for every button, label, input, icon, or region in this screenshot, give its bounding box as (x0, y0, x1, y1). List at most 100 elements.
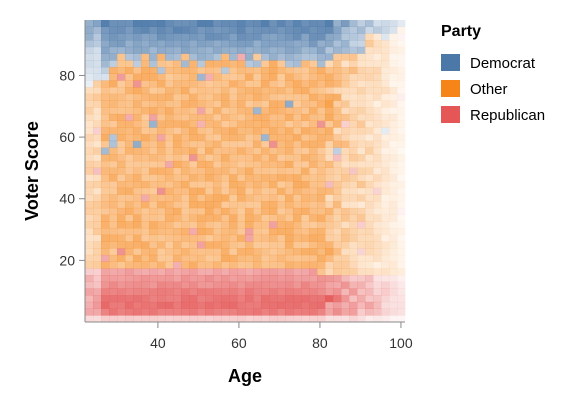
heatmap-cell (189, 241, 198, 249)
heatmap-cell (333, 53, 342, 61)
heatmap-cell (253, 315, 262, 323)
heatmap-cell (261, 107, 270, 115)
heatmap-cell (133, 181, 142, 189)
heatmap-cell (357, 194, 366, 202)
heatmap-cell (181, 187, 190, 195)
heatmap-cell (317, 174, 326, 182)
heatmap-cell (381, 154, 390, 162)
heatmap-cell (253, 268, 262, 276)
heatmap-cell (85, 53, 94, 61)
heatmap-cell (253, 228, 262, 236)
heatmap-cell (261, 80, 270, 88)
heatmap-cell (373, 315, 382, 323)
heatmap-cell (373, 308, 382, 316)
heatmap-cell (125, 308, 134, 316)
heatmap-cell (109, 254, 118, 262)
heatmap-cell (221, 147, 230, 155)
heatmap-cell (277, 315, 286, 323)
heatmap-cell (133, 26, 142, 34)
heatmap-cell (221, 248, 230, 256)
heatmap-cell (309, 80, 318, 88)
heatmap-cell (237, 53, 246, 61)
heatmap-cell (245, 33, 254, 41)
heatmap-cell (141, 221, 150, 229)
heatmap-cell (293, 261, 302, 269)
heatmap-cell (197, 134, 206, 142)
heatmap-cell (309, 261, 318, 269)
heatmap-cell (101, 241, 110, 249)
heatmap-cell (181, 194, 190, 202)
heatmap-cell (221, 275, 230, 283)
heatmap-cell (349, 174, 358, 182)
heatmap-cell (301, 66, 310, 74)
heatmap-cell (317, 248, 326, 256)
heatmap-cell (221, 187, 230, 195)
heatmap-cell (381, 40, 390, 48)
heatmap-cell (133, 221, 142, 229)
heatmap-cell (85, 113, 94, 121)
heatmap-cell (125, 127, 134, 135)
heatmap-cell (221, 174, 230, 182)
heatmap-cell (197, 127, 206, 135)
heatmap-cell (133, 66, 142, 74)
heatmap-cell (189, 40, 198, 48)
heatmap-cell (357, 87, 366, 95)
heatmap-cell (325, 33, 334, 41)
heatmap-cell (93, 301, 102, 309)
heatmap-cell (125, 187, 134, 195)
heatmap-cell (269, 315, 278, 323)
heatmap-cell (349, 248, 358, 256)
heatmap-cell (205, 268, 214, 276)
heatmap-cell (189, 221, 198, 229)
heatmap-cell (197, 66, 206, 74)
heatmap-cell (365, 288, 374, 296)
heatmap-cell (373, 147, 382, 155)
heatmap-cell (101, 221, 110, 229)
heatmap-cell (141, 214, 150, 222)
heatmap-cell (349, 53, 358, 61)
heatmap-cell (157, 214, 166, 222)
heatmap-cell (349, 268, 358, 276)
heatmap-cell (277, 20, 286, 28)
heatmap-cell (205, 66, 214, 74)
heatmap-cell (101, 73, 110, 81)
heatmap-cell (165, 87, 174, 95)
heatmap-cell (181, 127, 190, 135)
heatmap-cell (101, 160, 110, 168)
heatmap-cell (141, 281, 150, 289)
heatmap-cell (349, 127, 358, 135)
heatmap-cell (125, 194, 134, 202)
heatmap-cell (229, 315, 238, 323)
heatmap-cell (237, 87, 246, 95)
heatmap-cell (277, 221, 286, 229)
heatmap-cell (117, 120, 126, 128)
heatmap-cell (85, 187, 94, 195)
heatmap-cell (165, 147, 174, 155)
heatmap-cell (221, 201, 230, 209)
heatmap-cell (93, 174, 102, 182)
heatmap-cell (309, 46, 318, 54)
heatmap-cell (165, 80, 174, 88)
heatmap-cell (269, 107, 278, 115)
heatmap-cell (229, 261, 238, 269)
heatmap-cell (221, 46, 230, 54)
heatmap-cell (165, 241, 174, 249)
heatmap-cell (181, 248, 190, 256)
heatmap-cell (101, 33, 110, 41)
heatmap-cell (237, 40, 246, 48)
heatmap-cell (301, 254, 310, 262)
heatmap-cell (93, 127, 102, 135)
heatmap-cell (341, 140, 350, 148)
heatmap-cell (269, 308, 278, 316)
heatmap-cell (373, 248, 382, 256)
heatmap-cell (245, 46, 254, 54)
heatmap-cell (293, 120, 302, 128)
heatmap-cell (181, 134, 190, 142)
heatmap-cell (349, 234, 358, 242)
heatmap-cell (245, 181, 254, 189)
heatmap-cell (229, 107, 238, 115)
heatmap-cell (365, 134, 374, 142)
heatmap-cell (397, 134, 406, 142)
heatmap-cell (221, 80, 230, 88)
heatmap-cell (157, 120, 166, 128)
